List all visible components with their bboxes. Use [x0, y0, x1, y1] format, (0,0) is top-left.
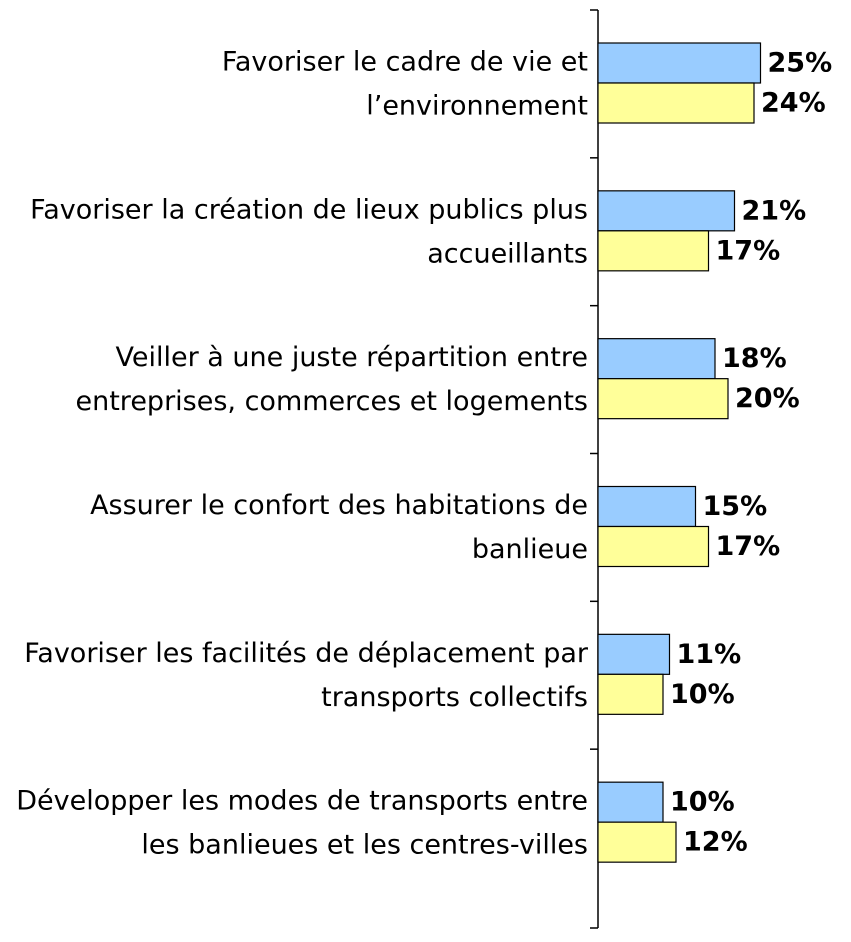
value-label: 15%	[703, 491, 768, 522]
category-label: Favoriser la création de lieux publics p…	[30, 194, 588, 225]
value-label: 21%	[742, 195, 807, 226]
category-label: Favoriser les facilités de déplacement p…	[24, 638, 589, 669]
value-label: 24%	[761, 88, 826, 119]
bar	[597, 82, 755, 124]
value-label: 17%	[716, 531, 781, 562]
category-label: transports collectifs	[321, 682, 588, 713]
value-label: 17%	[716, 235, 781, 266]
category-label: l’environnement	[366, 91, 588, 122]
value-label: 20%	[735, 383, 800, 414]
value-label: 11%	[677, 639, 742, 670]
bar	[597, 190, 736, 232]
bar	[597, 378, 729, 420]
value-label: 12%	[683, 827, 748, 858]
bar	[597, 821, 677, 863]
category-label: Veiller à une juste répartition entre	[115, 342, 588, 373]
bar	[597, 525, 710, 568]
category-label: entreprises, commerces et logements	[76, 386, 589, 417]
category-label: accueillants	[427, 238, 588, 269]
value-label: 18%	[722, 343, 787, 374]
category-label: Assurer le confort des habitations de	[90, 490, 588, 521]
category-label: les banlieues et les centres-villes	[141, 830, 588, 861]
bar	[597, 230, 710, 272]
category-label: Favoriser le cadre de vie et	[222, 47, 588, 78]
value-label: 10%	[670, 787, 735, 818]
bar	[597, 42, 762, 84]
category-label: banlieue	[472, 534, 588, 565]
value-label: 10%	[670, 679, 735, 710]
bar	[597, 781, 664, 823]
category-label: Développer les modes de transports entre	[16, 786, 588, 817]
value-label: 25%	[768, 48, 833, 79]
bar	[597, 485, 697, 528]
bar	[597, 673, 664, 715]
bar	[597, 338, 716, 380]
bar	[597, 633, 671, 675]
